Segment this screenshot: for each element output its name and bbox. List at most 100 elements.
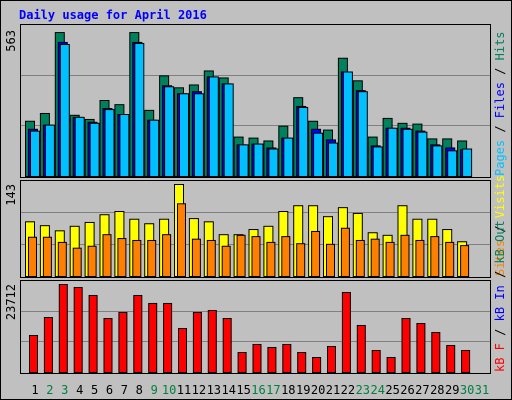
x-tick-label: 14 [221,383,235,397]
legend-entry: Pages [493,140,507,176]
x-tick-label: 13 [207,383,221,397]
bar [207,309,217,374]
bar [117,238,127,278]
legend-separator: / [493,264,507,286]
bar [282,343,292,374]
legend-separator: / [493,118,507,140]
y-tick-label: 23712 [4,284,18,320]
bar [283,137,294,177]
x-tick-label: 16 [251,383,265,397]
bar [42,236,52,278]
bar [162,234,172,278]
bar [29,334,38,374]
bar [430,236,440,278]
bar [133,294,143,374]
bar [253,143,264,177]
bar [236,234,246,278]
bar [328,142,338,178]
legend-entry: Hits [493,31,507,60]
chart-title: Daily usage for April 2016 [19,8,207,22]
bar [460,245,470,277]
bar [342,71,353,177]
x-tick-label: 5 [91,383,98,397]
bar [237,351,247,373]
bar [447,150,458,178]
bar [59,44,70,177]
bar [251,236,261,278]
bar [193,93,204,177]
bar [89,122,100,177]
bar [132,239,142,278]
bar [417,131,428,177]
bar [268,148,279,178]
bar [44,124,55,177]
x-tick-label: 20 [311,383,325,397]
bar [58,284,68,373]
bar [87,245,97,277]
bar [102,234,112,278]
bar [296,243,306,277]
bar [355,239,365,278]
bar [431,331,441,374]
bar [386,357,396,373]
bar [208,76,219,177]
legend: Pages / Files / Hits [493,31,507,176]
bar [461,349,471,374]
x-tick-label: 9 [151,383,158,397]
x-tick-label: 27 [415,383,429,397]
bar [74,116,85,177]
bar [385,241,395,277]
legend-entry: Files [493,82,507,118]
legend: Sites / Visits [493,175,507,276]
legend-separator: / [493,218,507,240]
x-tick-label: 4 [76,383,83,397]
bar [266,241,276,277]
x-tick-label: 22 [341,383,355,397]
legend-entry: Visits [493,175,507,218]
bar [30,130,40,177]
x-tick-label: 8 [136,383,143,397]
bar [222,318,232,373]
y-tick-label: 563 [4,30,18,52]
y-tick-label: 143 [4,184,18,206]
bar [402,128,413,177]
x-tick-label: 25 [385,383,399,397]
bar [192,311,202,373]
bar [298,107,309,177]
bar [252,343,262,374]
bar [445,241,455,277]
bar [88,294,98,374]
legend: kB F / kB In / kB Out [493,220,507,372]
x-tick-label: 1 [31,383,38,397]
x-tick-label: 19 [296,383,310,397]
bar [104,109,115,177]
bar [340,227,350,277]
bar [326,243,335,277]
bar [416,323,426,373]
bar [400,234,410,278]
bar [297,351,307,373]
x-tick-label: 11 [177,383,191,397]
legend-entry: Sites [493,240,507,276]
legend-entry: kB F [493,343,507,372]
bar [357,91,368,177]
x-tick-label: 21 [326,383,340,397]
bar [401,318,411,373]
legend-separator: / [493,321,507,343]
x-tick-label: 7 [121,383,128,397]
bar [163,302,173,373]
x-tick-label: 10 [162,383,176,397]
bar [223,83,234,177]
x-tick-label: 15 [236,383,250,397]
bar [341,291,351,374]
bar [57,241,67,277]
bar [149,119,160,177]
bar [370,238,380,278]
bar [387,127,398,178]
x-tick-label: 30 [460,383,474,397]
legend-entry: kB Out [493,220,507,263]
bar [238,144,249,178]
x-tick-label: 24 [370,383,384,397]
x-tick-label: 28 [430,383,444,397]
bar [313,132,324,177]
